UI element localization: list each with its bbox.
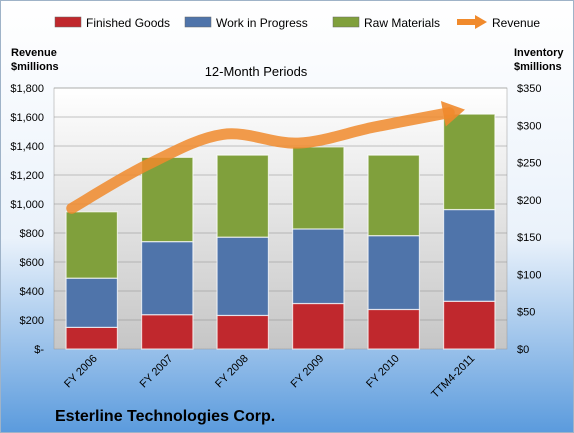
left-tick-label: $1,400	[10, 141, 44, 153]
bar-finished-goods	[140, 314, 194, 350]
legend-swatch-finished-goods	[54, 16, 82, 28]
bar-raw-materials	[65, 211, 119, 279]
left-tick-label: $1,600	[10, 112, 44, 124]
left-axis-title-line1: Revenue	[11, 47, 57, 59]
right-tick-label: $250	[517, 158, 541, 170]
right-tick-label: $0	[517, 344, 529, 356]
right-axis-ticks: $0 $50 $100 $150 $200 $250 $300 $350	[517, 83, 541, 356]
bar-raw-materials	[291, 146, 345, 230]
left-tick-label: $800	[20, 228, 44, 240]
left-tick-label: $1,000	[10, 199, 44, 211]
legend-swatch-work-in-progress	[184, 16, 212, 28]
bar-finished-goods	[216, 314, 270, 350]
left-tick-label: $600	[20, 257, 44, 269]
bar-work-in-progress	[140, 241, 194, 316]
right-axis-title-line1: Inventory	[514, 47, 564, 59]
bar-work-in-progress	[65, 277, 119, 328]
company-name: Esterline Technologies Corp.	[55, 408, 275, 425]
chart-subtitle: 12-Month Periods	[205, 64, 308, 79]
legend-label: Revenue	[492, 16, 540, 30]
right-tick-label: $350	[517, 83, 541, 95]
legend-label: Finished Goods	[86, 16, 170, 30]
bar-finished-goods	[291, 302, 345, 350]
bar-raw-materials	[442, 113, 496, 211]
legend-swatch-revenue-arrow	[475, 15, 487, 29]
bar-work-in-progress	[291, 228, 345, 305]
left-tick-label: $-	[34, 344, 44, 356]
gridlines	[54, 87, 507, 321]
bar-work-in-progress	[442, 208, 496, 302]
legend-swatch-raw-materials	[332, 16, 360, 28]
bar-finished-goods	[442, 300, 496, 350]
revenue-line	[66, 107, 455, 214]
left-tick-label: $200	[20, 315, 44, 327]
plot-area	[53, 87, 508, 350]
bar-finished-goods	[65, 326, 119, 350]
left-tick-label: $400	[20, 286, 44, 298]
bar-raw-materials	[367, 154, 421, 237]
bars	[65, 113, 496, 350]
right-tick-label: $50	[517, 307, 535, 319]
right-tick-label: $150	[517, 232, 541, 244]
left-axis-title-line2: $millions	[11, 61, 59, 73]
revenue-line-layer	[66, 101, 465, 214]
legend-label: Raw Materials	[364, 16, 440, 30]
right-tick-label: $300	[517, 120, 541, 132]
left-axis-ticks: $- $200 $400 $600 $800 $1,000 $1,200 $1,400 $1,6…	[10, 83, 44, 356]
left-tick-label: $1,800	[10, 83, 44, 95]
right-tick-label: $200	[517, 195, 541, 207]
legend-label: Work in Progress	[216, 16, 308, 30]
bar-finished-goods	[367, 308, 421, 350]
bar-raw-materials	[216, 154, 270, 238]
revenue-arrowhead	[440, 101, 465, 127]
right-tick-label: $100	[517, 269, 541, 281]
bar-work-in-progress	[367, 235, 421, 311]
bar-raw-materials	[140, 156, 194, 243]
legend: Finished Goods Work in Progress Raw Materi…	[54, 15, 540, 30]
right-axis-title-line2: $millions	[514, 61, 562, 73]
bar-work-in-progress	[216, 236, 270, 317]
left-tick-label: $1,200	[10, 170, 44, 182]
